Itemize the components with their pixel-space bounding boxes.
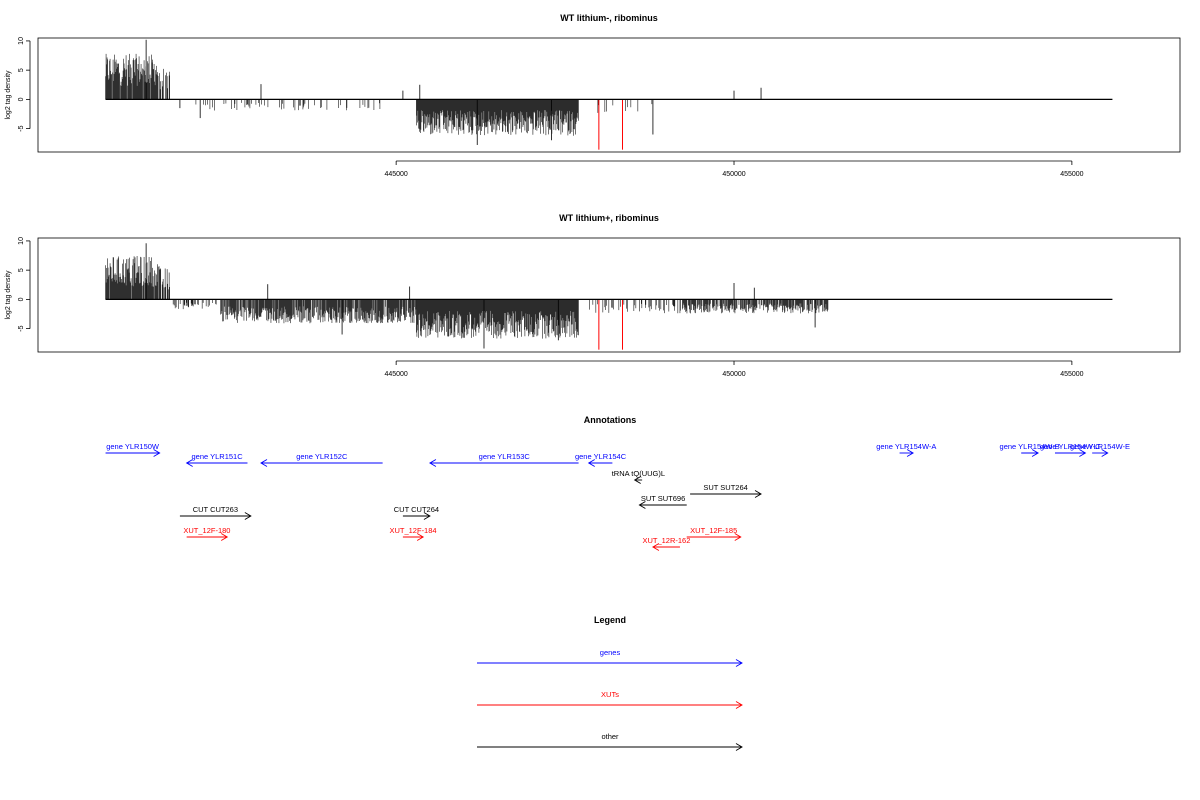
- x-tick-label: 445000: [384, 171, 407, 178]
- annotation-feature: gene YLR151C: [185, 452, 248, 467]
- y-tick-label: -5: [18, 125, 25, 131]
- annotation-feature: gene YLR154W-E: [1070, 442, 1130, 457]
- x-tick-label: 445000: [384, 371, 407, 378]
- x-tick-label: 450000: [722, 371, 745, 378]
- y-tick-label: 10: [18, 37, 25, 45]
- annotation-label: XUT_12F-184: [389, 526, 436, 535]
- track-panel-1: WT lithium-, ribominus 10 5 0 -5 log2 tag den…: [5, 13, 1181, 178]
- legend-label: genes: [600, 648, 621, 657]
- annotation-label: tRNA tQ(UUG)L: [612, 469, 665, 478]
- legend-label: XUTs: [601, 690, 619, 699]
- legend-entry-xut: XUTs: [477, 690, 743, 709]
- panel-title: WT lithium-, ribominus: [560, 13, 658, 23]
- plot-frame: [37, 237, 1181, 353]
- annotation-feature: XUT_12F-180: [183, 526, 230, 541]
- legend-title: Legend: [594, 615, 626, 625]
- legend-entry-other: other: [477, 732, 743, 751]
- annotation-feature: gene YLR153C: [429, 452, 579, 467]
- annotation-feature: XUT_12R-162: [642, 536, 690, 551]
- annotation-label: XUT_12R-162: [642, 536, 690, 545]
- y-axis-label: log2 tag density: [5, 270, 12, 320]
- legend-label: other: [601, 732, 619, 741]
- annotation-label: gene YLR154W-C: [1040, 442, 1101, 451]
- y-tick-label: 5: [18, 68, 25, 72]
- annotation-label: XUT_12F-185: [690, 526, 737, 535]
- annotation-label: SUT SUT696: [641, 494, 685, 503]
- annotation-feature: gene YLR150W: [105, 442, 161, 457]
- legend-entry-gene: genes: [477, 648, 743, 667]
- y-tick-label: 5: [18, 268, 25, 272]
- y-tick-label: 10: [18, 237, 25, 245]
- annotation-label: gene YLR153C: [479, 452, 531, 461]
- annotation-label: gene YLR154C: [575, 452, 627, 461]
- annotation-feature: CUT CUT264: [394, 505, 439, 520]
- annotations-title: Annotations: [584, 415, 637, 425]
- annotation-label: gene YLR152C: [296, 452, 348, 461]
- annotation-feature: XUT_12F-185: [686, 526, 742, 541]
- annotation-label: CUT CUT264: [394, 505, 439, 514]
- annotation-label: gene YLR154W-A: [876, 442, 936, 451]
- annotation-label: XUT_12F-180: [183, 526, 230, 535]
- annotation-feature: SUT SUT696: [638, 494, 687, 509]
- track-panel-2: WT lithium+, ribominus 10 5 0 -5 log2 tag den…: [5, 213, 1181, 378]
- annotation-feature: gene YLR154C: [575, 452, 627, 467]
- density-bars: [105, 39, 762, 150]
- y-tick-label: 0: [18, 97, 25, 101]
- annotation-feature: gene YLR154W-A: [876, 442, 936, 457]
- plot-frame: [37, 37, 1181, 153]
- panel-title: WT lithium+, ribominus: [559, 213, 659, 223]
- annotation-label: SUT SUT264: [703, 483, 747, 492]
- density-bars: [105, 243, 829, 350]
- annotation-feature: CUT CUT263: [179, 505, 252, 520]
- annotation-label: gene YLR154W-E: [1070, 442, 1130, 451]
- annotation-label: CUT CUT263: [193, 505, 238, 514]
- annotation-label: gene YLR150W: [106, 442, 160, 451]
- annotation-label: gene YLR154W-B: [1000, 442, 1060, 451]
- annotation-feature: XUT_12F-184: [389, 526, 437, 541]
- x-tick-label: 450000: [722, 171, 745, 178]
- x-tick-label: 455000: [1060, 371, 1083, 378]
- annotation-feature: gene YLR152C: [260, 452, 383, 467]
- annotation-feature: tRNA tQ(UUG)L: [612, 469, 665, 484]
- y-tick-label: -5: [18, 325, 25, 331]
- annotation-feature: gene YLR154W-C: [1040, 442, 1101, 457]
- annotation-feature: gene YLR154W-B: [1000, 442, 1060, 457]
- annotation-feature: SUT SUT264: [690, 483, 762, 498]
- annotation-label: gene YLR151C: [191, 452, 243, 461]
- y-axis-label: log2 tag density: [5, 70, 12, 120]
- x-tick-label: 455000: [1060, 171, 1083, 178]
- y-tick-label: 0: [18, 297, 25, 301]
